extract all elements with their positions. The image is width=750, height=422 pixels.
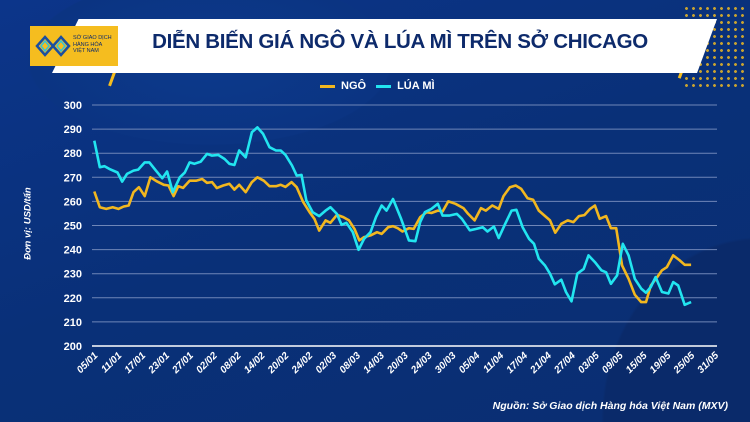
- y-tick-label: 230: [64, 269, 82, 281]
- chart-legend: NGÔ LÚA MÌ: [320, 80, 435, 92]
- x-tick-label: 17/04: [505, 350, 531, 376]
- x-tick-label: 14/03: [361, 350, 387, 376]
- x-tick-label: 02/02: [194, 350, 220, 376]
- x-tick-label: 08/02: [218, 350, 244, 376]
- source-note: Nguồn: Sở Giao dịch Hàng hóa Việt Nam (M…: [492, 400, 728, 412]
- x-tick-label: 21/04: [528, 350, 554, 376]
- logo: SỞ GIAO DỊCH HÀNG HÓA VIỆT NAM: [30, 26, 118, 66]
- x-tick-label: 15/05: [624, 350, 650, 376]
- logo-mark-icon: [35, 35, 71, 57]
- legend-swatch-wheat: [376, 84, 392, 88]
- x-tick-label: 20/03: [385, 350, 411, 376]
- y-tick-label: 200: [64, 341, 82, 353]
- title-banner: [52, 19, 717, 73]
- y-tick-label: 300: [64, 100, 82, 112]
- x-tick-label: 27/01: [170, 350, 196, 376]
- x-tick-label: 31/05: [696, 350, 722, 376]
- x-tick-label: 11/04: [481, 350, 506, 375]
- x-tick-label: 17/01: [123, 350, 149, 376]
- y-tick-label: 210: [64, 317, 82, 329]
- x-tick-label: 03/05: [576, 350, 602, 376]
- x-tick-label: 14/02: [242, 350, 268, 376]
- x-tick-label: 23/01: [146, 350, 172, 376]
- y-tick-label: 280: [64, 148, 82, 160]
- x-tick-label: 24/03: [408, 350, 434, 376]
- logo-text: SỞ GIAO DỊCH HÀNG HÓA VIỆT NAM: [73, 35, 112, 54]
- x-tick-label: 05/04: [457, 350, 483, 376]
- legend-label-corn: NGÔ: [341, 80, 367, 92]
- x-tick-label: 09/05: [600, 350, 626, 376]
- page-title: DIỄN BIẾN GIÁ NGÔ VÀ LÚA MÌ TRÊN SỞ CHIC…: [152, 30, 648, 53]
- x-tick-label: 08/03: [338, 350, 364, 376]
- x-tick-label: 19/05: [648, 350, 674, 376]
- y-tick-label: 260: [64, 196, 82, 208]
- y-tick-label: 250: [64, 221, 82, 233]
- x-tick-label: 25/05: [671, 350, 697, 376]
- y-tick-label: 270: [64, 172, 82, 184]
- y-tick-label: 290: [64, 124, 82, 136]
- series-line-corn: [93, 176, 692, 304]
- x-tick-label: 30/03: [433, 350, 459, 376]
- y-tick-label: 220: [64, 293, 82, 305]
- x-tick-label: 20/02: [265, 350, 291, 376]
- x-tick-label: 11/01: [99, 350, 124, 375]
- x-tick-label: 24/02: [289, 350, 315, 376]
- y-tick-label: 240: [64, 245, 82, 257]
- x-tick-label: 02/03: [314, 350, 340, 376]
- legend-label-wheat: LÚA MÌ: [397, 80, 435, 92]
- series-line-wheat: [93, 126, 692, 307]
- legend-swatch-corn: [320, 84, 335, 88]
- x-tick-label: 05/01: [75, 350, 101, 376]
- x-tick-label: 27/04: [552, 350, 578, 376]
